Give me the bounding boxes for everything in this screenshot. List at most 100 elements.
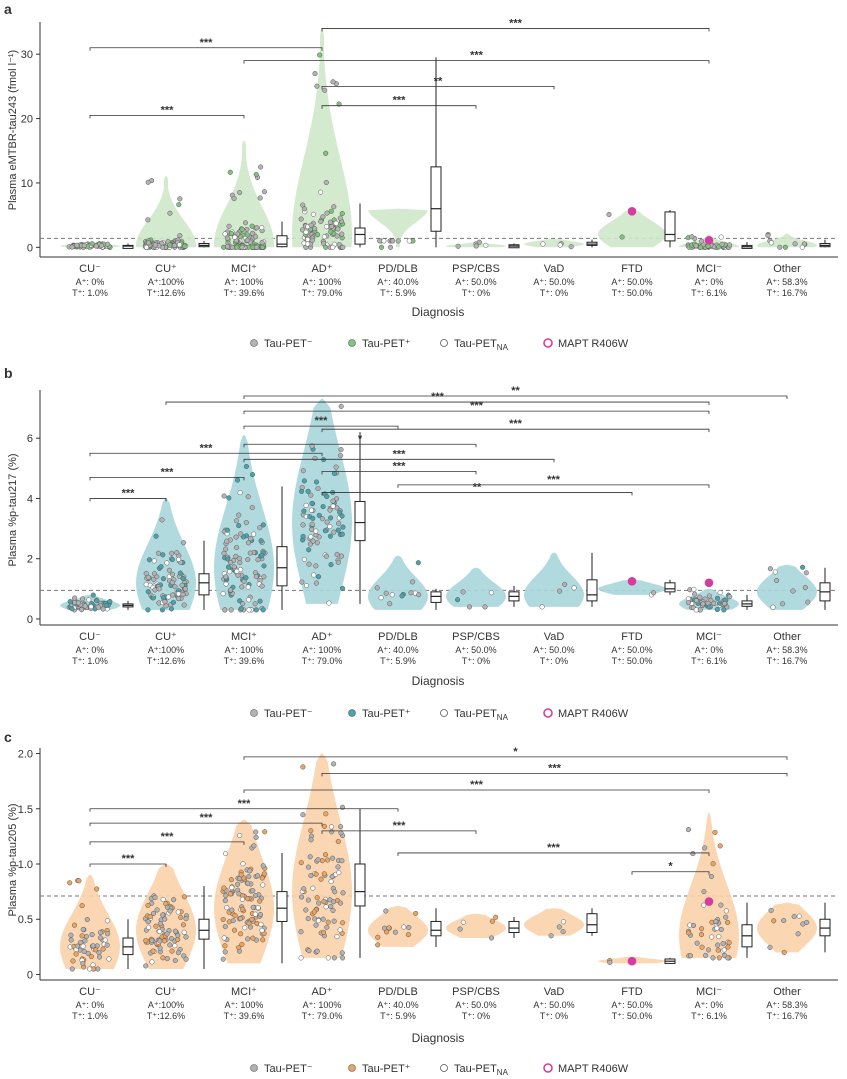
group-tau-label: T⁺: 5.9%	[380, 1011, 416, 1021]
data-point	[244, 232, 250, 238]
bracket-line	[321, 830, 477, 834]
group-tau-label: T⁺: 16.7%	[767, 656, 808, 666]
data-point	[160, 912, 166, 918]
data-point	[176, 556, 182, 562]
data-point	[727, 242, 733, 248]
box-iqr	[198, 573, 210, 596]
group-amyloid-label: A⁺: 0%	[695, 1000, 724, 1010]
data-point	[318, 218, 324, 225]
group-tau-label: T⁺: 1.0%	[72, 288, 108, 298]
data-point	[308, 507, 314, 513]
data-point	[338, 447, 344, 453]
x-axis-label-b: Diagnosis	[412, 674, 465, 688]
data-point	[239, 906, 245, 912]
data-point	[321, 899, 327, 905]
group-4: PD/DLB A⁺: 40.0%T⁺: 5.9%	[368, 555, 442, 666]
data-point	[336, 520, 342, 526]
data-point	[651, 590, 657, 596]
group-label: PD/DLB	[378, 263, 418, 275]
group-tau-label: T⁺: 0%	[540, 656, 568, 666]
data-point	[308, 534, 314, 540]
data-point	[306, 547, 312, 553]
bracket-line	[243, 789, 710, 793]
legend-marker-tau-neg	[250, 709, 258, 717]
comparison-bracket: *	[243, 433, 477, 448]
significance-label: ***	[200, 442, 214, 454]
box-iqr	[354, 227, 366, 245]
data-point	[716, 244, 722, 250]
data-point	[699, 944, 705, 950]
bracket-line	[243, 458, 555, 463]
group-tau-label: T⁺: 39.6%	[224, 1011, 265, 1021]
data-point	[229, 231, 235, 237]
data-point	[232, 912, 238, 918]
comparison-bracket: *	[243, 746, 788, 760]
legend-marker-tau-na	[440, 709, 448, 717]
data-point	[323, 553, 329, 559]
data-point	[237, 598, 243, 604]
data-point	[328, 208, 334, 214]
boxplot-9	[819, 567, 831, 610]
data-point	[791, 913, 797, 920]
group-tau-label: T⁺: 1.0%	[72, 1011, 108, 1021]
data-point	[714, 607, 720, 613]
data-point	[257, 195, 263, 201]
data-point	[312, 71, 318, 77]
data-point	[299, 894, 305, 900]
group-tau-label: T⁺: 16.7%	[767, 1011, 808, 1021]
data-point	[322, 87, 328, 93]
group-amyloid-label: A⁺: 58.3%	[766, 645, 807, 655]
data-point	[160, 576, 166, 582]
data-point	[226, 495, 232, 501]
data-point	[250, 888, 256, 894]
group-label: MCI⁻	[696, 986, 722, 998]
box-iqr	[508, 920, 520, 933]
data-point	[803, 570, 809, 576]
group-8: MCI⁻ A⁺: 0%T⁺: 6.1%	[679, 578, 753, 666]
data-point	[557, 242, 563, 248]
data-point	[327, 507, 333, 513]
group-amyloid-label: A⁺: 50.0%	[533, 277, 574, 287]
data-point	[236, 555, 242, 562]
group-amyloid-label: A⁺: 50.0%	[455, 1000, 496, 1010]
data-point	[222, 943, 228, 949]
data-point	[335, 226, 341, 232]
data-point	[181, 929, 187, 935]
group-label: CU⁻	[79, 986, 101, 998]
data-point	[387, 601, 393, 607]
data-point	[261, 871, 267, 877]
data-point	[177, 570, 183, 576]
data-point	[151, 558, 157, 564]
data-point	[162, 599, 168, 605]
data-point	[259, 875, 265, 881]
significance-label: ***	[393, 95, 407, 107]
data-point	[69, 606, 75, 612]
group-5: PSP/CBS A⁺: 50.0%T⁺: 0%	[446, 913, 520, 1021]
boxplot-1	[198, 886, 210, 969]
data-point	[687, 953, 694, 959]
data-point	[324, 924, 330, 930]
legend-label-tau-neg: Tau-PET⁻	[264, 708, 313, 720]
data-point	[765, 232, 771, 239]
group-7: FTD A⁺: 50.0%T⁺: 50.0%	[598, 956, 676, 1021]
group-5: PSP/CBS A⁺: 50.0%T⁺: 0%	[446, 567, 520, 666]
data-point	[233, 518, 239, 524]
data-point	[337, 215, 343, 221]
data-point	[699, 926, 705, 932]
comparison-bracket: ***	[397, 842, 710, 856]
y-tick-label: 10	[21, 178, 33, 190]
data-point	[93, 947, 99, 953]
comparison-bracket: ***	[89, 831, 245, 845]
comparison-bracket: ***	[89, 487, 167, 502]
group-amyloid-label: A⁺: 40.0%	[377, 1000, 418, 1010]
data-point	[325, 955, 331, 961]
y-tick-label: 6	[27, 433, 33, 445]
comparison-bracket: ***	[397, 474, 710, 488]
group-label: FTD	[621, 263, 642, 275]
data-point	[392, 929, 398, 935]
data-point	[169, 948, 175, 954]
data-point	[145, 217, 151, 223]
data-point	[795, 931, 801, 937]
data-point	[324, 210, 330, 216]
group-4: PD/DLB A⁺: 40.0%T⁺: 5.9%	[368, 906, 442, 1021]
